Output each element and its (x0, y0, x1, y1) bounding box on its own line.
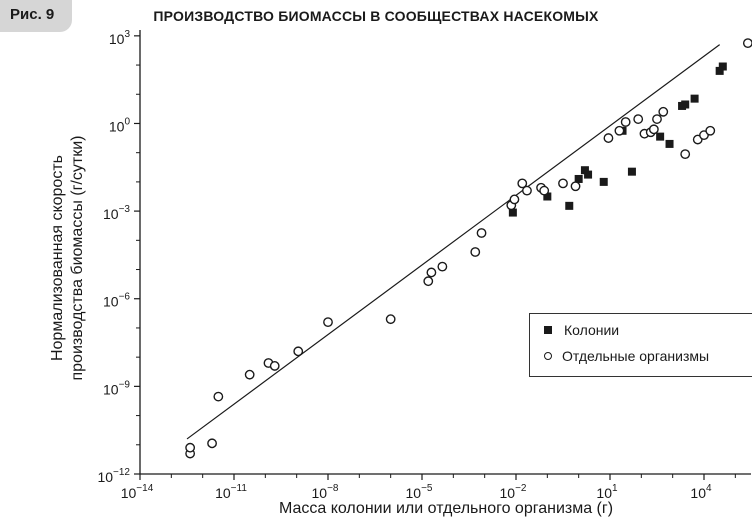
y-tick-label: 103 (109, 29, 131, 47)
organism-point (658, 106, 669, 117)
organism-point (470, 247, 481, 257)
organism-point (476, 228, 487, 238)
organism-point (705, 125, 716, 136)
colony-point (656, 132, 665, 141)
colony-point (681, 100, 690, 109)
colony-point (584, 170, 593, 179)
organism-point (213, 391, 224, 402)
organism-point (323, 317, 333, 328)
legend: Колонии Отдельные организмы (529, 313, 752, 377)
organism-point (652, 114, 662, 124)
figure-label: Рис. 9 (10, 6, 55, 23)
colony-point (715, 66, 724, 75)
x-tick-label: 10−2 (500, 483, 527, 501)
legend-label-organisms: Отдельные организмы (562, 348, 710, 364)
organism-point (207, 438, 217, 449)
organism-point (614, 125, 625, 136)
colony-point (718, 62, 727, 71)
x-tick-label: 104 (690, 483, 712, 501)
x-axis-label: Масса колонии или отдельного организма (… (278, 500, 614, 517)
organism-point (558, 178, 568, 189)
organism-point (517, 178, 528, 189)
colony-point (543, 192, 552, 201)
colony-point (565, 201, 574, 210)
organism-point (509, 194, 520, 205)
organism-point (742, 38, 752, 49)
x-tick-label: 10−14 (121, 483, 154, 501)
organism-point (522, 185, 532, 196)
filled-square-icon (544, 326, 552, 334)
organism-point (648, 124, 659, 135)
organism-point (437, 261, 448, 272)
organism-point (620, 117, 631, 127)
x-tick-label: 10−11 (215, 483, 247, 501)
axes: 10−14 10−11 10−8 10−5 10−2 101 104 10−12 10−9 10−… (97, 29, 751, 501)
y-tick-label: 100 (109, 116, 131, 134)
figure-badge: Рис. 9 (0, 0, 72, 32)
open-circle-icon (544, 352, 552, 360)
organism-point (680, 149, 691, 160)
y-tick-label: 10−6 (103, 292, 130, 310)
colony-point (508, 208, 517, 217)
organism-point (269, 361, 280, 371)
y-axis-label: Нормализованная скорость производства би… (49, 135, 86, 381)
colony-point (665, 139, 674, 148)
data-points (185, 38, 752, 459)
organism-point (244, 369, 255, 380)
x-tick-label: 10−5 (406, 483, 433, 501)
colony-point (574, 174, 583, 183)
organism-point (539, 185, 550, 196)
organism-point (185, 442, 196, 453)
legend-item-organisms: Отдельные организмы (544, 347, 709, 365)
organism-point (603, 133, 614, 143)
organism-point (423, 276, 434, 287)
chart-title: ПРОИЗВОДСТВО БИОМАССЫ В СООБЩЕСТВАХ НАСЕ… (153, 8, 599, 24)
organism-point (570, 181, 581, 192)
colony-point (599, 177, 608, 186)
colony-point (627, 167, 636, 176)
legend-label-colonies: Колонии (564, 322, 620, 338)
x-tick-label: 101 (596, 483, 618, 501)
legend-item-colonies: Колонии (544, 321, 619, 339)
colony-point (690, 94, 699, 103)
fit-line-group (186, 44, 721, 440)
organism-point (293, 346, 304, 357)
organism-point (385, 314, 396, 325)
y-tick-label: 10−12 (97, 467, 130, 485)
y-tick-label: 10−9 (103, 379, 130, 397)
fit-line (186, 44, 721, 440)
y-tick-label: 10−3 (103, 204, 130, 222)
colony-point (580, 166, 589, 175)
organism-point (426, 267, 437, 278)
organism-point (633, 114, 644, 124)
x-tick-label: 10−8 (312, 483, 339, 501)
